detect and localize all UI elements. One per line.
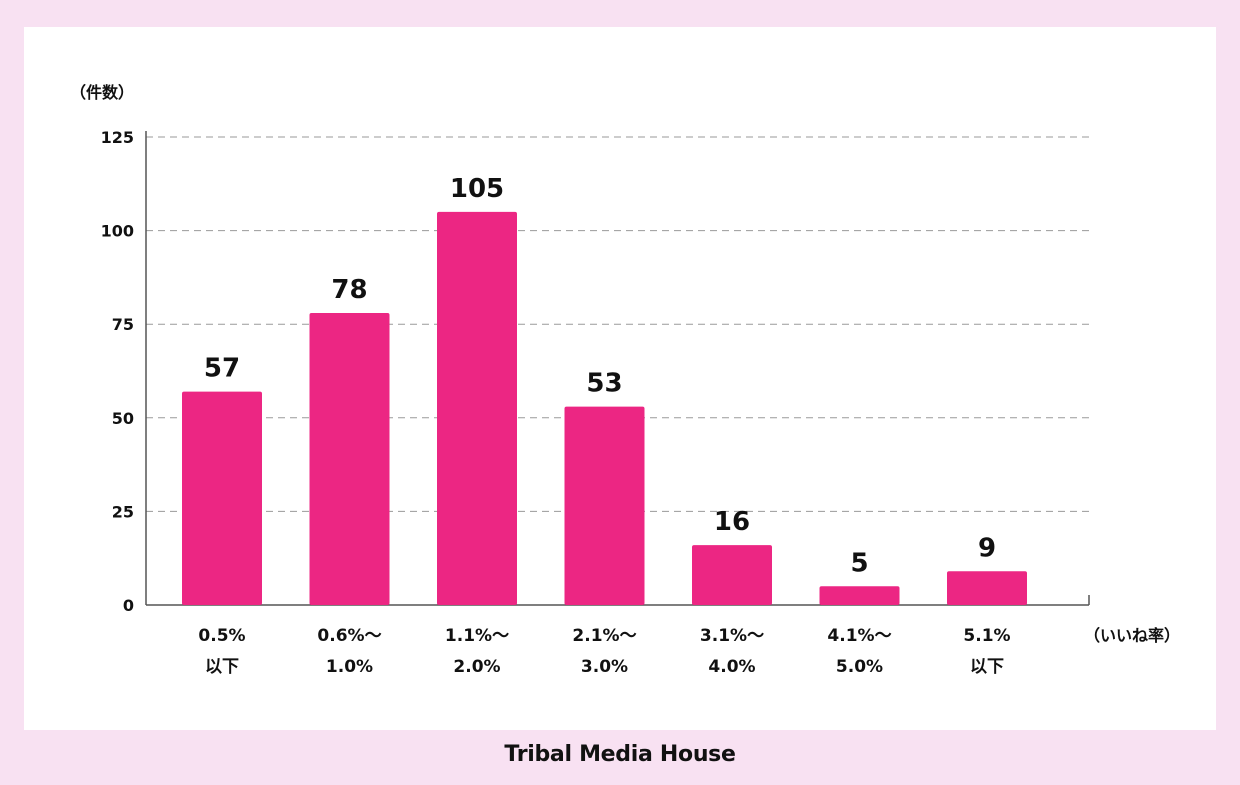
x-tick-label: 4.1%〜: [827, 626, 891, 646]
y-tick-label: 50: [112, 409, 134, 428]
y-tick-label: 75: [112, 315, 134, 334]
x-tick-label: 2.1%〜: [572, 626, 636, 646]
bar: [819, 586, 900, 605]
x-tick-label: 5.0%: [836, 657, 883, 677]
x-tick-label: 0.6%〜: [317, 626, 381, 646]
data-label: 5: [850, 548, 868, 578]
x-axis-title: （いいね率）: [1084, 626, 1180, 645]
data-label: 16: [714, 507, 750, 537]
x-tick-label: 3.1%〜: [700, 626, 764, 646]
bar: [437, 211, 517, 605]
data-label: 57: [204, 354, 240, 384]
y-tick-label: 125: [101, 128, 134, 147]
x-tick-label: 2.0%: [453, 657, 500, 677]
x-tick-label: 1.1%〜: [445, 626, 509, 646]
bar-chart: 0 25 50 75 100 125 （件数） （いいね率） 57 0.5% 以下 78 0.6%〜 1.…: [70, 83, 1180, 677]
y-tick-label: 100: [101, 222, 134, 241]
x-tick-label: 0.5%: [198, 626, 245, 646]
data-label: 78: [331, 275, 367, 305]
bar: [309, 312, 390, 605]
x-tick-label: 5.1%: [963, 626, 1010, 646]
x-tick-label: 以下: [205, 657, 239, 677]
data-label: 9: [978, 533, 996, 563]
bar: [564, 406, 645, 605]
x-tick-label: 4.0%: [708, 657, 755, 677]
x-tick-label: 3.0%: [581, 657, 628, 677]
y-tick-label: 25: [112, 502, 134, 521]
y-tick-label: 0: [123, 596, 134, 615]
y-axis-title: （件数）: [70, 83, 134, 102]
bar: [692, 545, 772, 605]
x-tick-label: 以下: [970, 657, 1004, 677]
data-label: 53: [586, 369, 622, 399]
chart-panel: 0 25 50 75 100 125 （件数） （いいね率） 57 0.5% 以下 78 0.6%〜 1.…: [24, 27, 1216, 730]
x-tick-label: 1.0%: [326, 657, 373, 677]
bar: [947, 571, 1027, 605]
bar: [182, 391, 262, 605]
brand-footer: Tribal Media House: [504, 742, 736, 767]
data-label: 105: [450, 174, 504, 204]
